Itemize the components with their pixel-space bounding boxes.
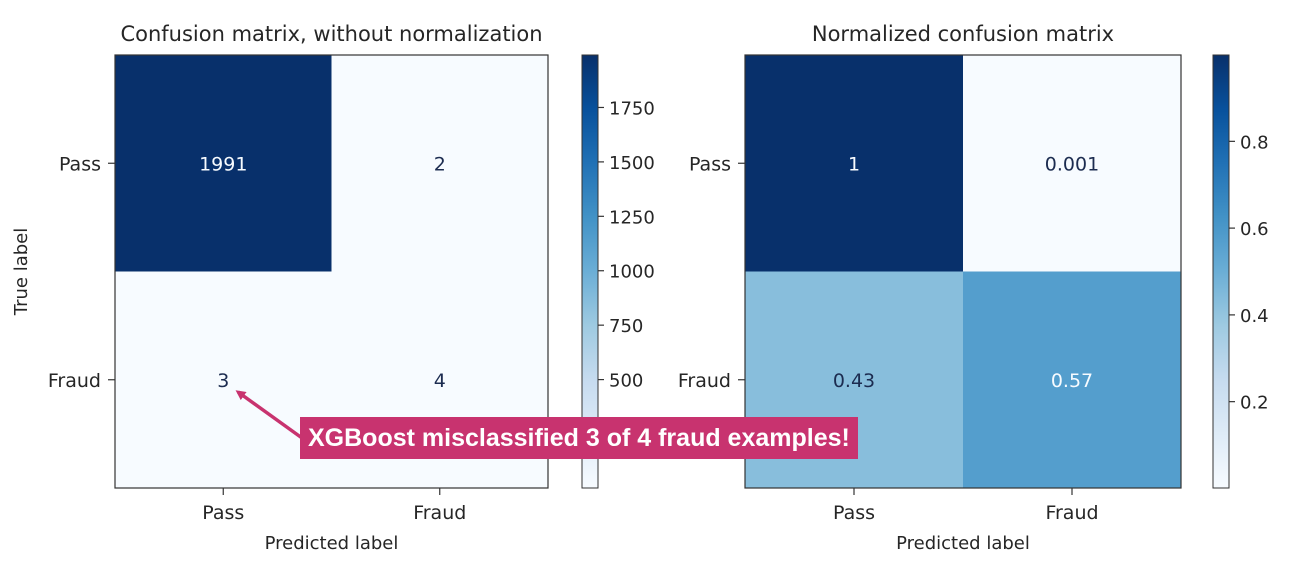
cm1-axes-frame bbox=[114, 54, 549, 489]
cm2-colorbar bbox=[1212, 54, 1230, 489]
cm1-cell-value: 4 bbox=[434, 370, 446, 392]
cm1-colorbar-tick-label: 500 bbox=[609, 371, 643, 392]
cm2-cell bbox=[963, 55, 1181, 272]
cm1-colorbar-tick-label: 1250 bbox=[609, 207, 655, 228]
cm1-x-axis-label: Predicted label bbox=[265, 533, 399, 554]
cm1-cell bbox=[115, 55, 332, 272]
cm2-y-tick-label: Fraud bbox=[678, 370, 731, 392]
cm2-x-axis-label: Predicted label bbox=[896, 533, 1030, 554]
cm1-cell-value: 2 bbox=[434, 153, 446, 175]
annotation-arrow bbox=[235, 390, 304, 440]
cm2-cell bbox=[745, 55, 963, 272]
cm2-axes-frame bbox=[744, 54, 1182, 489]
cm1-cell bbox=[331, 55, 548, 272]
cm1-colorbar bbox=[581, 54, 599, 489]
cm2-colorbar-tick-label: 0.2 bbox=[1240, 393, 1269, 414]
cm1-y-tick-label: Pass bbox=[59, 153, 101, 175]
cm2-cell-value: 1 bbox=[848, 153, 860, 175]
cm1-title: Confusion matrix, without normalization bbox=[120, 22, 542, 46]
cm1-colorbar-tick-label: 1000 bbox=[609, 262, 655, 283]
cm2-x-tick-label: Fraud bbox=[1045, 502, 1098, 524]
cm1-x-tick-label: Fraud bbox=[413, 502, 466, 524]
cm1-cell-value: 1991 bbox=[199, 153, 247, 175]
cm2-cell-value: 0.001 bbox=[1045, 153, 1099, 175]
cm2-colorbar-tick-label: 0.6 bbox=[1240, 219, 1269, 240]
cm1-colorbar-tick-label: 750 bbox=[609, 316, 643, 337]
cm2-colorbar-tick-label: 0.8 bbox=[1240, 132, 1269, 153]
cm2-colorbar-tick-label: 0.4 bbox=[1240, 306, 1269, 327]
cm2-cell-value: 0.57 bbox=[1051, 370, 1093, 392]
cm1-x-tick-label: Pass bbox=[202, 502, 244, 524]
cm2-y-tick-label: Pass bbox=[689, 153, 731, 175]
cm2-title: Normalized confusion matrix bbox=[812, 22, 1114, 46]
cm1-y-tick-label: Fraud bbox=[48, 370, 101, 392]
cm1-y-axis-label: True label bbox=[11, 228, 32, 317]
annotation-callout: XGBoost misclassified 3 of 4 fraud examp… bbox=[300, 417, 858, 459]
cm1-cell-value: 3 bbox=[217, 370, 229, 392]
cm1-colorbar-tick-label: 1750 bbox=[609, 98, 655, 119]
cm2-x-tick-label: Pass bbox=[833, 502, 875, 524]
cm2-cell bbox=[963, 271, 1181, 488]
cm2-cell-value: 0.43 bbox=[833, 370, 875, 392]
cm1-cell bbox=[115, 271, 332, 488]
cm1-colorbar-tick-label: 1500 bbox=[609, 153, 655, 174]
